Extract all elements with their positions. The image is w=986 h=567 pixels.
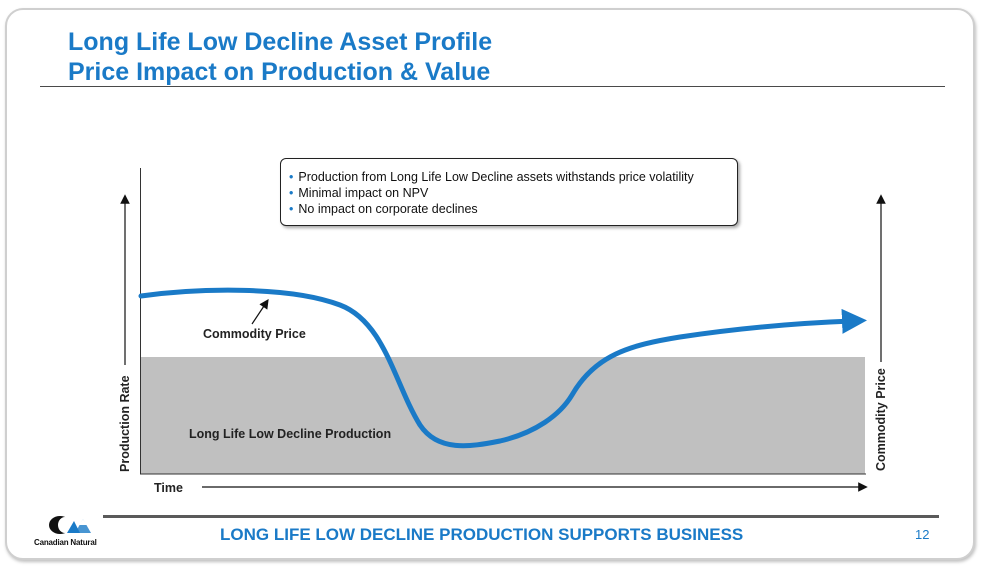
logo-mark-icon [49, 516, 91, 534]
page-title: Long Life Low Decline Asset Profile Pric… [68, 27, 492, 87]
bullet-text: Minimal impact on NPV [298, 186, 429, 200]
production-area [141, 357, 865, 474]
company-logo: Canadian Natural [34, 513, 104, 549]
footer-tagline: LONG LIFE LOW DECLINE PRODUCTION SUPPORT… [220, 525, 744, 544]
list-item: • Minimal impact on NPV [289, 185, 737, 201]
list-item: • No impact on corporate declines [289, 201, 737, 217]
bullet-text: No impact on corporate declines [298, 202, 478, 216]
commodity-price-pointer [251, 299, 269, 325]
production-area-label: Long Life Low Decline Production [189, 427, 391, 441]
bullet-dot-icon: • [289, 202, 294, 216]
footer-divider [103, 515, 939, 518]
commodity-price-label: Commodity Price [203, 327, 306, 341]
title-divider [40, 86, 945, 87]
callout-box: • Production from Long Life Low Decline a… [280, 158, 738, 226]
title-line-1: Long Life Low Decline Asset Profile [68, 28, 493, 56]
callout-bullet-list: • Production from Long Life Low Decline a… [289, 169, 737, 217]
commodity-price-curve [138, 287, 867, 449]
title-line-2: Price Impact on Production & Value [68, 58, 491, 86]
time-axis-label: Time [154, 481, 183, 495]
bullet-text: Production from Long Life Low Decline as… [298, 170, 694, 184]
bullet-dot-icon: • [289, 186, 294, 200]
bullet-dot-icon: • [289, 170, 294, 184]
list-item: • Production from Long Life Low Decline a… [289, 169, 737, 185]
page-number: 12 [915, 527, 930, 542]
left-axis-label: Production Rate [118, 375, 132, 472]
logo-text: Canadian Natural [34, 538, 97, 547]
right-axis-label: Commodity Price [874, 368, 888, 471]
